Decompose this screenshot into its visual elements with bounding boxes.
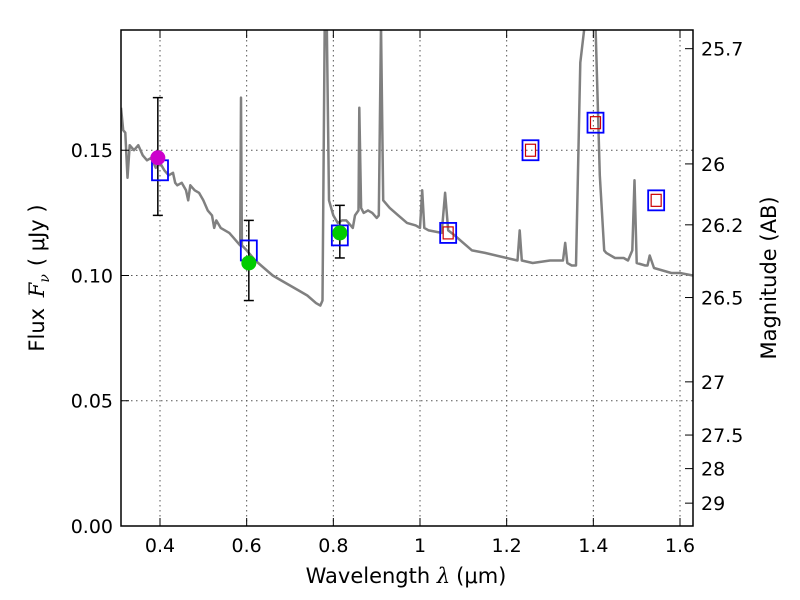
y2-axis-title: Magnitude (AB) [757, 196, 781, 359]
upper-limit-box [589, 116, 602, 130]
model-box [521, 139, 540, 162]
x-tick-label: 1.2 [492, 535, 522, 557]
y2-tick-label: 25.7 [701, 39, 743, 61]
y-tick-label: 0.15 [71, 140, 113, 162]
measurement-point [150, 150, 166, 166]
y2-tick-label: 27.5 [701, 425, 743, 447]
upper-limit-box [524, 143, 537, 157]
y-tick-label: 0.10 [71, 265, 113, 287]
model-box-layer [151, 111, 666, 262]
model-spectrum-line [121, 30, 693, 307]
y2-tick-label: 28 [701, 459, 725, 481]
model-box [586, 111, 605, 134]
upper-limit-box [442, 226, 454, 240]
ticks: 0.4 0.6 0.8 1 1.2 1.4 1.6 0.00 0.05 0.10 0.15 25.7 2… [71, 30, 743, 557]
x-axis-title: Wavelength λ (μm) [306, 564, 507, 588]
model-box [647, 189, 666, 212]
measurement-point [241, 255, 257, 271]
model-box [439, 222, 458, 244]
model-spectrum-layer [121, 30, 693, 307]
x-tick-label: 0.4 [145, 535, 175, 557]
measurement-point [332, 225, 348, 241]
x-tick-label: 0.6 [232, 535, 262, 557]
grid [121, 30, 693, 527]
upper-limit-box [650, 193, 662, 207]
plot-frame [120, 29, 694, 527]
y2-tick-label: 29 [701, 493, 725, 515]
y-tick-label: 0.00 [71, 516, 113, 538]
x-tick-label: 1 [414, 535, 426, 557]
x-tick-label: 1.4 [578, 535, 608, 557]
y-tick-label: 0.05 [71, 391, 113, 413]
y2-tick-label: 26 [701, 154, 725, 176]
y2-tick-label: 27 [701, 372, 725, 394]
y2-tick-label: 26.5 [701, 288, 743, 310]
y2-tick-label: 26.2 [701, 215, 743, 237]
y-axis-title: Flux Fν( μJy ) [25, 204, 53, 351]
x-tick-label: 0.8 [318, 535, 348, 557]
measurement-layer [150, 150, 348, 271]
x-tick-label: 1.6 [665, 535, 695, 557]
